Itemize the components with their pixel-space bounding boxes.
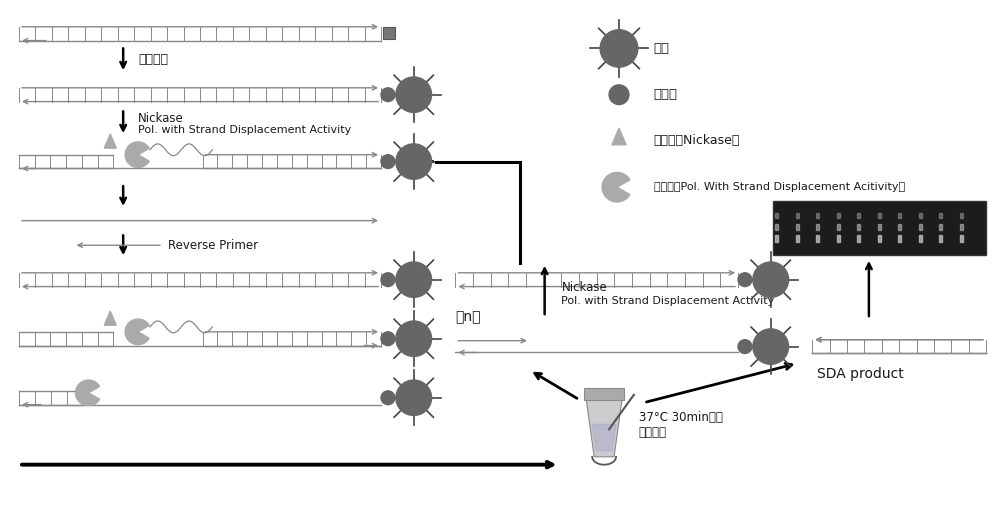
Text: 缺口酶（Nickase）: 缺口酶（Nickase） — [654, 135, 740, 148]
Polygon shape — [592, 424, 616, 451]
Polygon shape — [775, 213, 778, 218]
Polygon shape — [898, 213, 901, 218]
Polygon shape — [775, 224, 778, 230]
Polygon shape — [796, 213, 799, 218]
Text: Pol. with Strand Displacement Activity: Pol. with Strand Displacement Activity — [561, 296, 775, 306]
Text: Nickase: Nickase — [561, 281, 607, 294]
Circle shape — [396, 144, 432, 179]
Polygon shape — [878, 213, 881, 218]
Text: SDA product: SDA product — [817, 367, 904, 381]
Circle shape — [396, 380, 432, 415]
Polygon shape — [816, 224, 819, 230]
Polygon shape — [919, 213, 922, 218]
Circle shape — [600, 30, 638, 67]
Text: 生物素: 生物素 — [654, 88, 678, 101]
Text: 37°C 30min之后
吸取上清: 37°C 30min之后 吸取上清 — [639, 411, 723, 439]
FancyBboxPatch shape — [773, 201, 986, 255]
Polygon shape — [857, 235, 860, 242]
Polygon shape — [586, 400, 622, 457]
Text: Pol. with Strand Displacement Activity: Pol. with Strand Displacement Activity — [138, 125, 351, 135]
Polygon shape — [898, 235, 901, 242]
Wedge shape — [125, 319, 149, 345]
Circle shape — [738, 273, 752, 287]
Text: Reverse Primer: Reverse Primer — [168, 239, 258, 252]
Polygon shape — [898, 224, 901, 230]
Wedge shape — [125, 142, 149, 167]
Circle shape — [381, 88, 395, 101]
Polygon shape — [857, 213, 860, 218]
Circle shape — [381, 332, 395, 346]
Polygon shape — [816, 213, 819, 218]
Polygon shape — [796, 224, 799, 230]
Polygon shape — [104, 134, 116, 148]
Wedge shape — [76, 380, 100, 406]
Polygon shape — [837, 213, 840, 218]
Text: 聚合酶（Pol. With Strand Displacement Acitivity）: 聚合酶（Pol. With Strand Displacement Acitiv… — [654, 182, 905, 192]
Polygon shape — [878, 224, 881, 230]
Circle shape — [753, 262, 789, 297]
Polygon shape — [796, 235, 799, 242]
Polygon shape — [960, 224, 963, 230]
Circle shape — [753, 329, 789, 365]
Polygon shape — [878, 235, 881, 242]
Text: 磁珠: 磁珠 — [654, 42, 670, 55]
Circle shape — [381, 273, 395, 287]
Polygon shape — [960, 235, 963, 242]
Polygon shape — [919, 235, 922, 242]
Polygon shape — [837, 224, 840, 230]
Circle shape — [738, 340, 752, 354]
Polygon shape — [939, 235, 942, 242]
Polygon shape — [816, 235, 819, 242]
Circle shape — [396, 77, 432, 112]
Polygon shape — [960, 213, 963, 218]
Text: 磁珠吸附: 磁珠吸附 — [138, 53, 168, 66]
FancyBboxPatch shape — [383, 27, 395, 38]
Polygon shape — [939, 213, 942, 218]
Polygon shape — [104, 311, 116, 325]
Polygon shape — [939, 224, 942, 230]
Circle shape — [381, 155, 395, 168]
Circle shape — [609, 85, 629, 105]
Circle shape — [396, 321, 432, 356]
Polygon shape — [837, 235, 840, 242]
Polygon shape — [612, 128, 626, 145]
Circle shape — [396, 262, 432, 297]
Text: Nickase: Nickase — [138, 112, 184, 125]
Polygon shape — [919, 224, 922, 230]
Text: 第n轮: 第n轮 — [455, 310, 481, 324]
Polygon shape — [775, 235, 778, 242]
Circle shape — [381, 391, 395, 405]
Wedge shape — [602, 173, 630, 202]
Polygon shape — [857, 224, 860, 230]
Polygon shape — [584, 388, 624, 400]
